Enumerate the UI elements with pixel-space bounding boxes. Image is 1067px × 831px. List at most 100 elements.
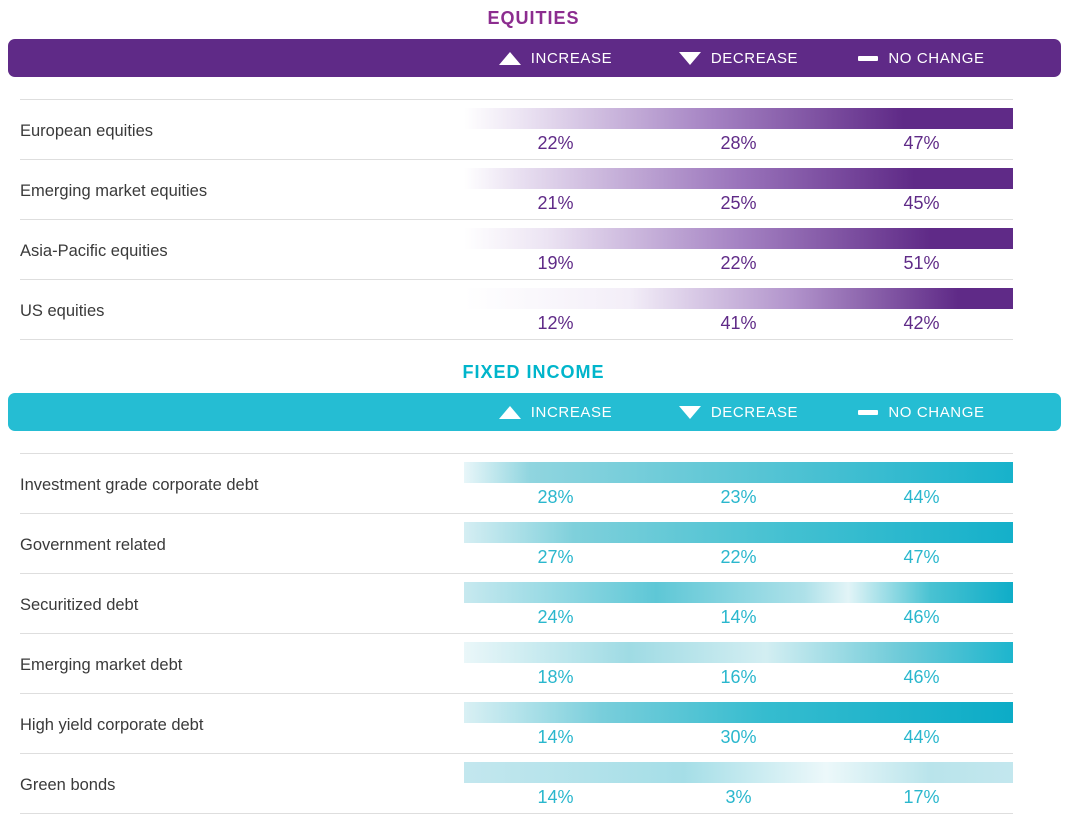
data-row-emerging-market-debt: Emerging market debt 18% 16% 46% — [20, 634, 1013, 694]
row-data: 12% 41% 42% — [464, 280, 1013, 339]
no-change-value: 47% — [903, 547, 940, 567]
decrease-triangle-icon — [678, 51, 701, 65]
row-data: 28% 23% 44% — [464, 454, 1013, 513]
percent-values: 24% 14% 46% — [464, 607, 1013, 628]
row-data: 27% 22% 47% — [464, 514, 1013, 573]
data-row-high-yield-corporate-debt: High yield corporate debt 14% 30% 44% — [20, 694, 1013, 754]
percent-values: 19% 22% 51% — [464, 253, 1013, 274]
row-data: 21% 25% 45% — [464, 160, 1013, 219]
data-row-securitized-debt: Securitized debt 24% 14% 46% — [20, 574, 1013, 634]
gradient-bar — [464, 462, 1013, 483]
row-data: 18% 16% 46% — [464, 634, 1013, 693]
percent-values: 12% 41% 42% — [464, 313, 1013, 334]
section-title-equities: EQUITIES — [487, 8, 580, 28]
increase-value: 27% — [537, 547, 574, 567]
gradient-bar — [464, 168, 1013, 189]
decrease-value: 28% — [720, 133, 757, 153]
no-change-value: 17% — [903, 787, 940, 807]
row-data: 14% 3% 17% — [464, 754, 1013, 813]
row-data: 24% 14% 46% — [464, 574, 1013, 633]
decrease-value: 41% — [720, 313, 757, 333]
decrease-triangle-icon — [678, 405, 701, 419]
no-change-value: 46% — [903, 667, 940, 687]
no-change-value: 46% — [903, 607, 940, 627]
increase-value: 24% — [537, 607, 574, 627]
increase-value: 18% — [537, 667, 574, 687]
increase-value: 21% — [537, 193, 574, 213]
legend-decrease-label: DECREASE — [710, 403, 799, 421]
row-label: Investment grade corporate debt — [20, 476, 259, 494]
row-label: Green bonds — [20, 776, 116, 794]
no-change-value: 51% — [903, 253, 940, 273]
percent-values: 14% 3% 17% — [464, 787, 1013, 808]
legend-increase-label: INCREASE — [530, 403, 613, 421]
gradient-bar — [464, 228, 1013, 249]
decrease-value: 25% — [720, 193, 757, 213]
row-label: Asia-Pacific equities — [20, 242, 168, 260]
gradient-bar — [464, 288, 1013, 309]
gradient-bar — [464, 762, 1013, 783]
gradient-bar — [464, 642, 1013, 663]
equities-section: EQUITIES INCREASE DECREASE NO CHANGE — [0, 8, 1067, 340]
decrease-value: 14% — [720, 607, 757, 627]
percent-values: 14% 30% 44% — [464, 727, 1013, 748]
increase-value: 19% — [537, 253, 574, 273]
increase-value: 28% — [537, 487, 574, 507]
no-change-dash-icon — [858, 409, 879, 415]
no-change-value: 42% — [903, 313, 940, 333]
row-data: 19% 22% 51% — [464, 220, 1013, 279]
percent-values: 27% 22% 47% — [464, 547, 1013, 568]
no-change-value: 44% — [903, 487, 940, 507]
increase-value: 12% — [537, 313, 574, 333]
legend: INCREASE DECREASE NO CHANGE — [464, 404, 1013, 421]
decrease-value: 30% — [720, 727, 757, 747]
row-label: European equities — [20, 122, 154, 140]
row-data: 22% 28% 47% — [464, 100, 1013, 159]
decrease-value: 22% — [720, 547, 757, 567]
no-change-value: 47% — [903, 133, 940, 153]
gradient-bar — [464, 522, 1013, 543]
row-data: 14% 30% 44% — [464, 694, 1013, 753]
data-row-asia-pacific-equities: Asia-Pacific equities 19% 22% 51% — [20, 220, 1013, 280]
equities-rows: European equities 22% 28% 47% Emerging m… — [20, 99, 1013, 340]
row-label: Government related — [20, 536, 166, 554]
legend-increase: INCREASE — [464, 404, 647, 421]
no-change-dash-icon — [858, 55, 879, 61]
legend-no-change: NO CHANGE — [830, 404, 1013, 421]
legend-decrease: DECREASE — [647, 50, 830, 67]
decrease-value: 3% — [725, 787, 752, 807]
increase-triangle-icon — [498, 51, 521, 65]
percent-values: 28% 23% 44% — [464, 487, 1013, 508]
legend-no-change-label: NO CHANGE — [888, 403, 985, 421]
row-label: High yield corporate debt — [20, 716, 204, 734]
row-label: Emerging market equities — [20, 182, 208, 200]
fixed-income-rows: Investment grade corporate debt 28% 23% … — [20, 453, 1013, 814]
decrease-value: 22% — [720, 253, 757, 273]
legend-increase-label: INCREASE — [530, 49, 613, 67]
section-title-fixed-income: FIXED INCOME — [462, 362, 605, 382]
fixed-income-section: FIXED INCOME INCREASE DECREASE NO CHANGE — [0, 362, 1067, 814]
gradient-bar — [464, 582, 1013, 603]
fixed-income-legend-bar: INCREASE DECREASE NO CHANGE — [8, 393, 1061, 431]
increase-value: 22% — [537, 133, 574, 153]
gradient-bar — [464, 702, 1013, 723]
row-label: Securitized debt — [20, 596, 139, 614]
row-label: Emerging market debt — [20, 656, 183, 674]
legend-no-change: NO CHANGE — [830, 50, 1013, 67]
decrease-value: 16% — [720, 667, 757, 687]
percent-values: 21% 25% 45% — [464, 193, 1013, 214]
increase-triangle-icon — [498, 405, 521, 419]
data-row-us-equities: US equities 12% 41% 42% — [20, 280, 1013, 340]
data-row-green-bonds: Green bonds 14% 3% 17% — [20, 754, 1013, 814]
data-row-government-related: Government related 27% 22% 47% — [20, 514, 1013, 574]
row-label: US equities — [20, 302, 105, 320]
equities-legend-bar: INCREASE DECREASE NO CHANGE — [8, 39, 1061, 77]
legend-increase: INCREASE — [464, 50, 647, 67]
percent-values: 22% 28% 47% — [464, 133, 1013, 154]
legend-no-change-label: NO CHANGE — [888, 49, 985, 67]
legend-decrease-label: DECREASE — [710, 49, 799, 67]
no-change-value: 44% — [903, 727, 940, 747]
data-row-european-equities: European equities 22% 28% 47% — [20, 100, 1013, 160]
legend-decrease: DECREASE — [647, 404, 830, 421]
no-change-value: 45% — [903, 193, 940, 213]
